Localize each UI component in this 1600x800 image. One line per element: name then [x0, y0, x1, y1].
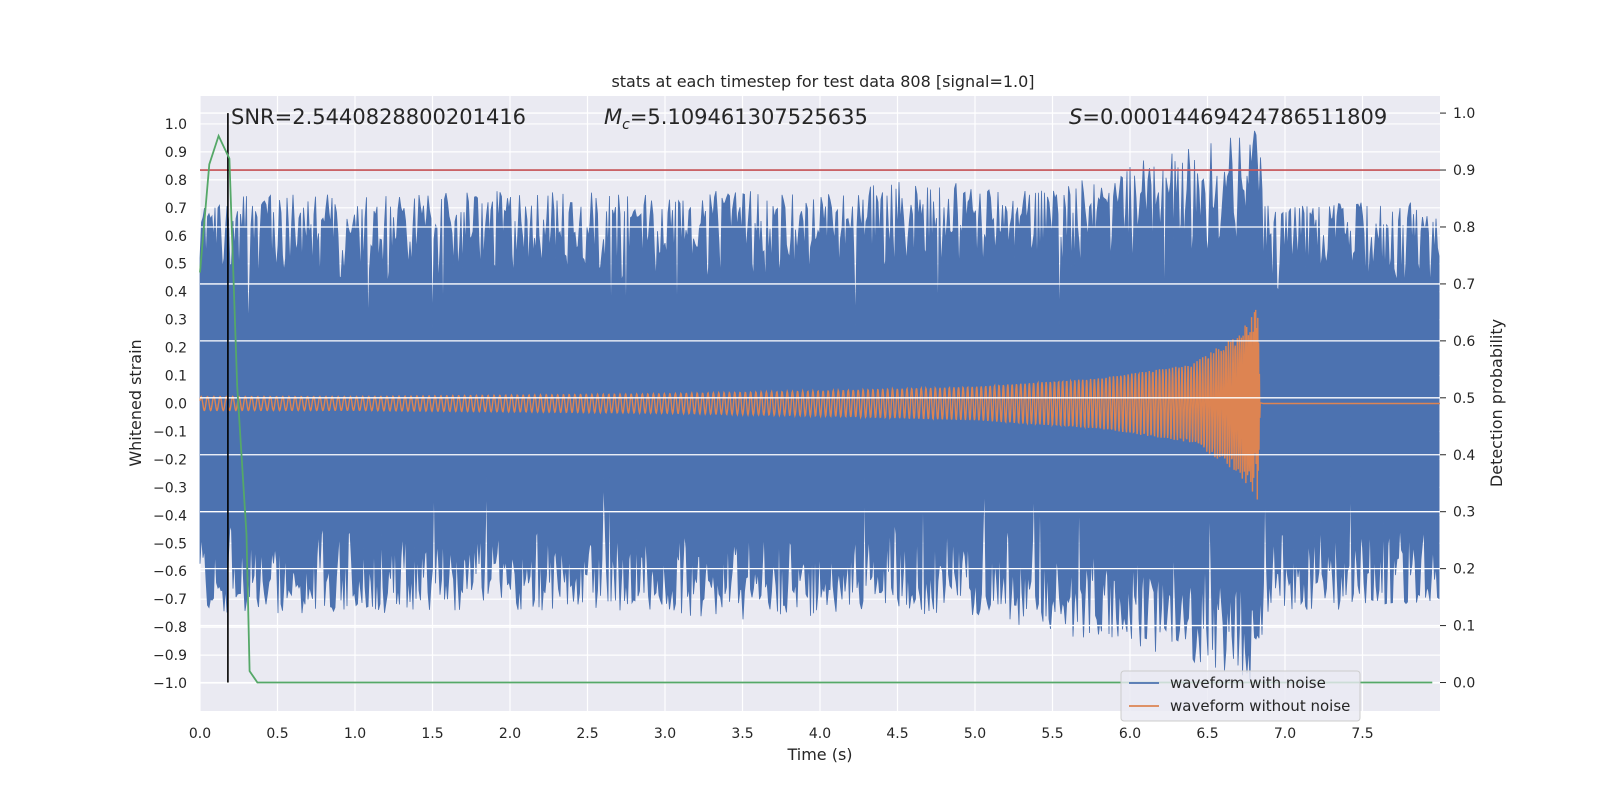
x-tick-label: 1.5 — [421, 726, 443, 742]
y-tick-label: −0.8 — [153, 620, 187, 636]
x-tick-label: 7.5 — [1351, 726, 1373, 742]
y-tick-labels: 1.0 0.9 0.8 0.7 0.6 0.5 0.4 0.3 0.2 0.1 0.0 −0.1 −0.… — [153, 117, 187, 692]
x-tick-label: 0.5 — [266, 726, 288, 742]
s-annotation: S=0.00014469424786511809 — [1069, 105, 1387, 129]
legend-label-clean: waveform without noise — [1170, 697, 1350, 715]
y-axis-label: Whitened strain — [126, 339, 145, 466]
y2-tick-label: 0.8 — [1453, 220, 1475, 236]
chart-title: stats at each timestep for test data 808… — [611, 72, 1034, 91]
y2-tick-label: 0.7 — [1453, 277, 1475, 293]
x-tick-label: 0.0 — [189, 726, 211, 742]
snr-annotation: SNR=2.5440828800201416 — [231, 105, 526, 129]
y2-tick-label: 0.4 — [1453, 448, 1475, 464]
detection-probability-line — [199, 133, 1433, 684]
clean-waveform-line — [199, 309, 1440, 500]
x-tick-label: 7.0 — [1274, 726, 1296, 742]
s-symbol: S — [1069, 105, 1082, 129]
y-tick-label: −0.1 — [153, 424, 187, 440]
overlay — [199, 113, 1440, 684]
y-tick-label: −0.7 — [153, 592, 187, 608]
mc-symbol: M — [604, 105, 622, 129]
y2-tick-labels: 1.0 0.9 0.8 0.7 0.6 0.5 0.4 0.3 0.2 0.1 0.0 — [1440, 106, 1475, 692]
y-tick-label: −0.2 — [153, 452, 187, 468]
y-tick-label: 0.5 — [165, 257, 187, 273]
y2-tick-label: 0.9 — [1453, 163, 1475, 179]
x-tick-label: 5.0 — [964, 726, 986, 742]
y-tick-label: 0.4 — [165, 285, 187, 301]
y-tick-label: −0.6 — [153, 564, 187, 580]
y-tick-label: −0.5 — [153, 536, 187, 552]
y-tick-label: 0.2 — [165, 341, 187, 357]
y2-tick-label: 0.3 — [1453, 505, 1475, 521]
mc-subscript: c — [622, 117, 630, 133]
x-tick-label: 3.5 — [731, 726, 753, 742]
x-tick-label: 6.0 — [1119, 726, 1141, 742]
y-tick-label: 0.8 — [165, 173, 187, 189]
y2-tick-label: 0.5 — [1453, 391, 1475, 407]
x-tick-label: 4.5 — [886, 726, 908, 742]
y-tick-label: 0.3 — [165, 313, 187, 329]
y2-tick-label: 0.6 — [1453, 334, 1475, 350]
x-tick-label: 6.5 — [1196, 726, 1218, 742]
y-tick-label: −0.9 — [153, 648, 187, 664]
x-tick-label: 3.0 — [654, 726, 676, 742]
x-tick-label: 2.5 — [576, 726, 598, 742]
y-tick-label: −1.0 — [153, 676, 187, 692]
x-tick-label: 4.0 — [809, 726, 831, 742]
y2-tick-label: 0.0 — [1453, 676, 1475, 692]
x-tick-label: 5.5 — [1041, 726, 1063, 742]
s-value: =0.00014469424786511809 — [1082, 105, 1387, 129]
y-tick-label: 0.6 — [165, 229, 187, 245]
y2-tick-label: 0.2 — [1453, 562, 1475, 578]
y-tick-label: 1.0 — [165, 117, 187, 133]
y-tick-label: 0.1 — [165, 369, 187, 385]
clean-series — [199, 309, 1440, 500]
y2-tick-label: 0.1 — [1453, 619, 1475, 635]
y2-axis-label: Detection probability — [1487, 319, 1506, 487]
y2-tick-label: 1.0 — [1453, 106, 1475, 122]
legend-box — [1120, 670, 1361, 722]
legend: waveform with noise waveform without noi… — [1120, 670, 1361, 722]
y-tick-label: 0.0 — [165, 397, 187, 413]
chirp-mass-annotation: Mc=5.109461307525635 — [604, 105, 868, 133]
x-axis-label: Time (s) — [786, 745, 852, 764]
mc-value: =5.109461307525635 — [630, 105, 868, 129]
y-tick-label: −0.3 — [153, 480, 187, 496]
x-tick-label: 1.0 — [344, 726, 366, 742]
legend-label-noise: waveform with noise — [1170, 674, 1326, 692]
y-tick-label: 0.7 — [165, 201, 187, 217]
y-tick-label: −0.4 — [153, 508, 187, 524]
x-tick-labels: 0.0 0.5 1.0 1.5 2.0 2.5 3.0 3.5 4.0 4.5 5.0 5.5 6.0 6… — [189, 726, 1374, 742]
x-tick-label: 2.0 — [499, 726, 521, 742]
y-tick-label: 0.9 — [165, 145, 187, 161]
